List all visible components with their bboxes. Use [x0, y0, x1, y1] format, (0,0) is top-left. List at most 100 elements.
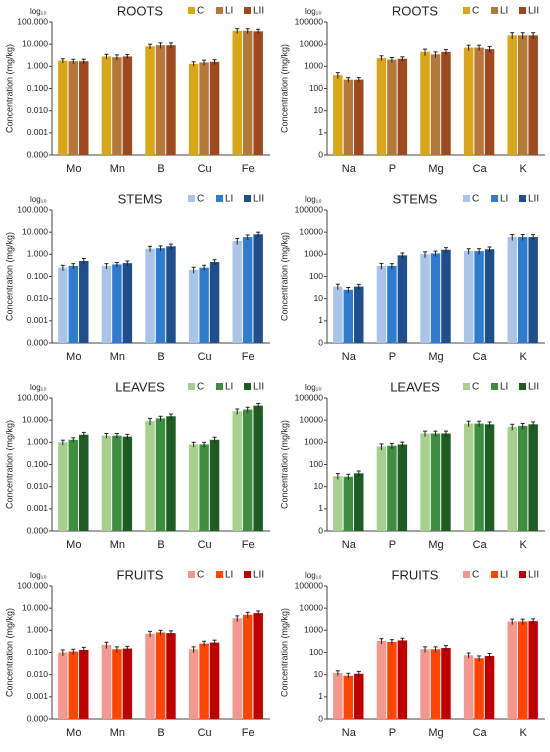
chart-title: LEAVES — [390, 379, 440, 394]
bar — [145, 248, 155, 343]
bar — [484, 49, 495, 155]
bar — [441, 51, 451, 155]
bar — [397, 58, 408, 155]
axis-note: log₁₀ — [305, 195, 322, 204]
legend-label: C — [197, 570, 204, 581]
bar — [517, 237, 528, 343]
chart-title: ROOTS — [117, 3, 164, 18]
bar — [122, 648, 133, 719]
bar — [517, 35, 528, 155]
bar — [122, 56, 133, 156]
legend-swatch — [463, 195, 470, 202]
legend-label: C — [197, 194, 204, 205]
legend-swatch — [463, 571, 470, 578]
y-tick-label: 0 — [318, 713, 323, 723]
bar — [463, 251, 474, 343]
x-tick-label: Fe — [242, 163, 255, 175]
y-tick-label: 1 — [318, 127, 323, 137]
y-tick-label: 0.010 — [27, 293, 49, 303]
x-tick-label: B — [157, 351, 164, 363]
y-tick-label: 0.001 — [27, 127, 49, 137]
x-tick-label: Mn — [110, 539, 125, 551]
y-tick-label: 100.000 — [17, 392, 48, 402]
bar — [333, 75, 343, 155]
x-tick-label: Mn — [110, 163, 125, 175]
bar — [101, 265, 112, 343]
legend-label: LI — [500, 570, 508, 581]
y-tick-label: 0 — [318, 525, 323, 535]
y-tick-label: 0 — [318, 149, 323, 159]
y-tick-label: 100 — [309, 647, 323, 657]
bar — [101, 435, 112, 531]
chart: FRUITS log₁₀ Concentration (mg/kg) 0 1 10 100 1… — [279, 567, 545, 739]
y-tick-label: 0 — [318, 337, 323, 347]
legend-swatch — [188, 195, 195, 202]
bar — [441, 647, 451, 719]
bar — [58, 442, 68, 531]
y-tick-label: 10.000 — [22, 38, 48, 48]
axis-note: log₁₀ — [30, 571, 47, 580]
bar — [420, 649, 430, 719]
bar — [387, 59, 397, 155]
y-axis-label: Concentration (mg/kg) — [279, 44, 289, 133]
legend-swatch — [188, 7, 195, 14]
y-tick-label: 10.000 — [22, 414, 48, 424]
y-tick-label: 0.000 — [27, 149, 49, 159]
legend-label: LII — [528, 194, 539, 205]
x-tick-label: Mg — [428, 727, 443, 739]
x-tick-label: Fe — [242, 727, 255, 739]
bar — [484, 424, 495, 531]
bar — [242, 614, 253, 719]
chart-title: STEMS — [393, 191, 438, 206]
x-tick-label: P — [389, 351, 396, 363]
legend-label: C — [197, 6, 204, 17]
bar — [101, 644, 112, 719]
bar — [122, 436, 133, 531]
bar — [232, 30, 242, 156]
bar — [397, 444, 408, 531]
legend-label: LII — [253, 382, 264, 393]
bar — [507, 426, 517, 531]
y-tick-label: 0.001 — [27, 315, 49, 325]
bar — [155, 45, 166, 156]
y-tick-label: 100 — [309, 459, 323, 469]
y-tick-label: 10 — [314, 293, 324, 303]
bar — [474, 423, 484, 531]
axis-note: log₁₀ — [30, 195, 47, 204]
y-tick-label: 10 — [314, 481, 324, 491]
x-tick-label: Ca — [473, 351, 488, 363]
legend-swatch — [463, 383, 470, 390]
legend-swatch — [244, 7, 251, 14]
x-tick-label: Fe — [242, 351, 255, 363]
chart: STEMS log₁₀ Concentration (mg/kg) 0.000 0.00… — [4, 191, 270, 363]
y-tick-label: 0.000 — [27, 337, 49, 347]
bar — [209, 439, 220, 531]
y-tick-label: 0.100 — [27, 459, 49, 469]
y-tick-label: 1000 — [304, 249, 323, 259]
y-tick-label: 0.001 — [27, 691, 49, 701]
bar — [58, 267, 68, 343]
bar — [188, 269, 199, 343]
y-tick-label: 10000 — [299, 414, 323, 424]
bar — [188, 649, 199, 719]
legend-label: LI — [500, 382, 508, 393]
axis-note: log₁₀ — [305, 383, 322, 392]
legend-label: LII — [253, 6, 264, 17]
chart: STEMS log₁₀ Concentration (mg/kg) 0 1 10 100 10… — [279, 191, 545, 363]
y-tick-label: 0.100 — [27, 271, 49, 281]
y-tick-label: 1000 — [304, 625, 323, 635]
bar — [68, 439, 79, 531]
bar — [253, 405, 263, 531]
bar — [112, 435, 122, 531]
bar — [145, 421, 155, 531]
bar — [420, 51, 430, 155]
bar — [507, 35, 517, 155]
bar — [333, 672, 343, 719]
y-tick-label: 100000 — [295, 580, 324, 590]
bar — [528, 621, 538, 719]
bar — [242, 409, 253, 531]
x-tick-label: Na — [342, 351, 357, 363]
bar — [155, 248, 166, 343]
axis-note: log₁₀ — [30, 7, 47, 16]
